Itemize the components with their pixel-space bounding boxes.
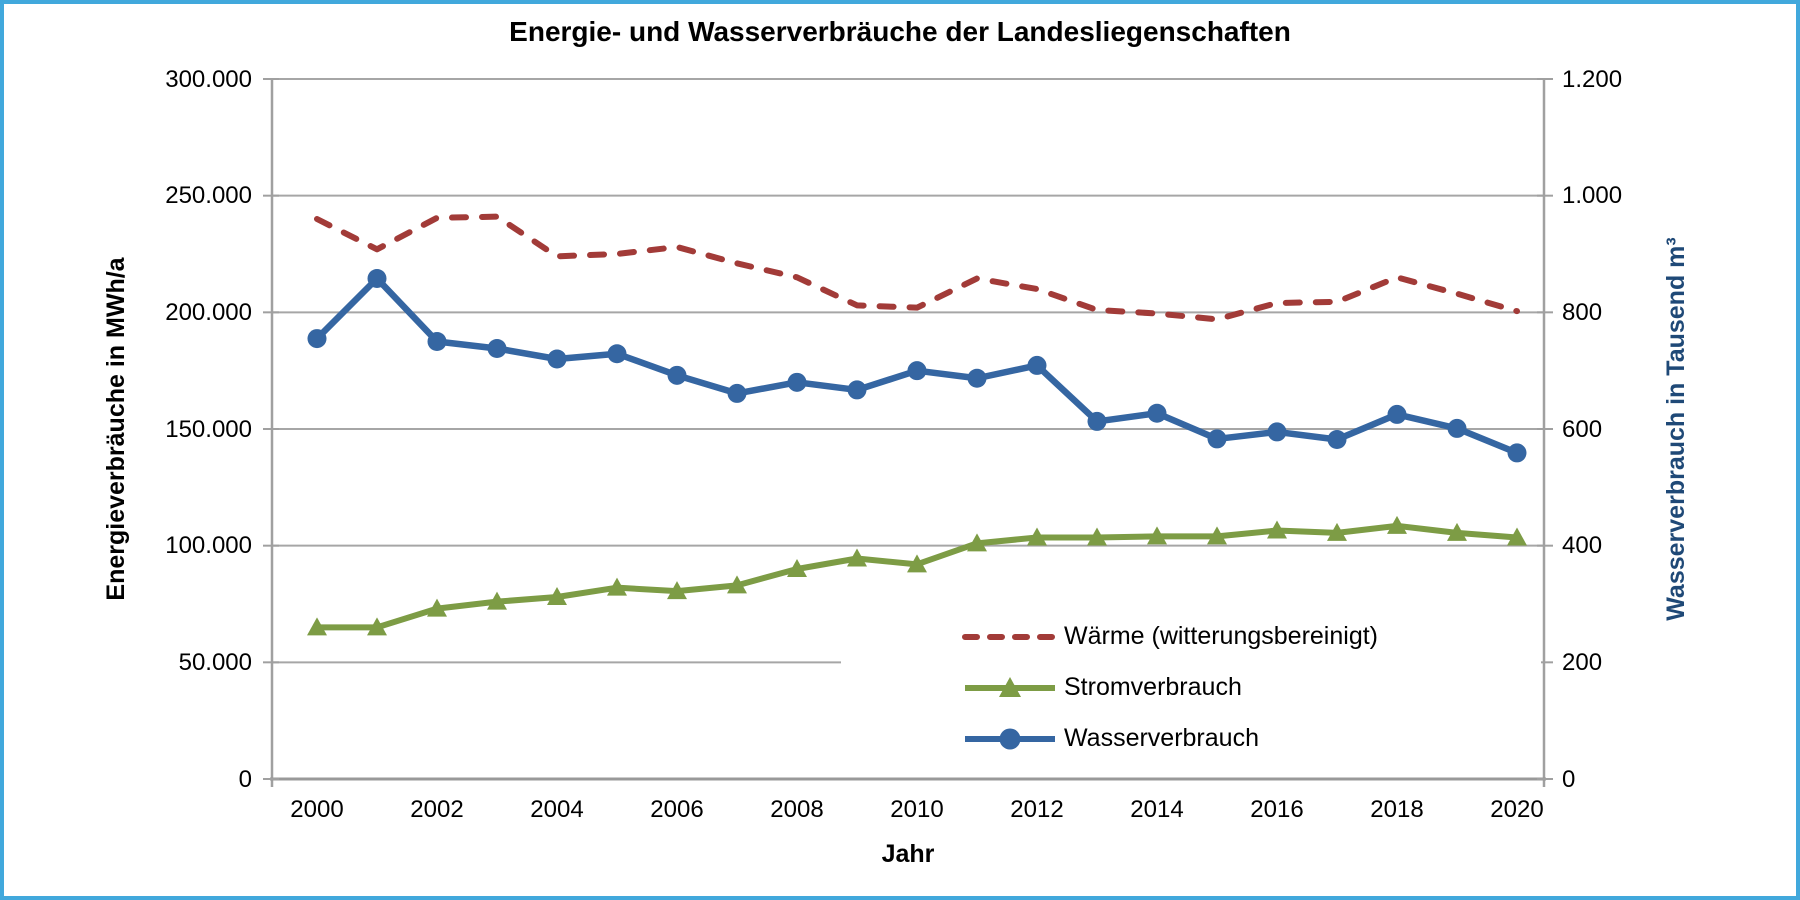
legend-sample-triangle-marker: [999, 677, 1021, 697]
y-right-tick-label: 800: [1562, 298, 1603, 326]
series-wasserverbrauch-marker: [727, 383, 747, 403]
series-stromverbrauch-marker: [307, 617, 327, 636]
series-stromverbrauch-marker: [547, 587, 567, 605]
y-right-tick-label: 0: [1562, 765, 1576, 793]
x-tick-label: 2018: [1370, 796, 1424, 823]
series-stromverbrauch-marker: [1027, 527, 1047, 546]
legend-background: [841, 612, 1541, 774]
x-tick-label: 2012: [1010, 796, 1064, 823]
series-stromverbrauch-marker: [1327, 522, 1347, 541]
legend-label: Wärme (witterungsbereinigt): [1064, 622, 1378, 650]
series-stromverbrauch-marker: [427, 598, 447, 617]
x-tick-label: 2014: [1130, 796, 1184, 823]
series-wasserverbrauch-marker: [1207, 429, 1227, 449]
series-stromverbrauch-marker: [1207, 526, 1227, 545]
y-left-tick-label: 100.000: [165, 532, 252, 560]
series-stromverbrauch-marker: [367, 617, 387, 636]
x-tick-label: 2010: [890, 796, 944, 823]
y-right-tick-label: 1.200: [1562, 65, 1623, 93]
series-wasserverbrauch-marker: [667, 365, 687, 385]
y-left-tick-label: 300.000: [165, 65, 252, 93]
y-left-tick-label: 250.000: [165, 182, 252, 210]
legend-label: Wasserverbrauch: [1064, 724, 1259, 752]
series-wasserverbrauch-marker: [367, 269, 387, 288]
y-left-tick-label: 50.000: [178, 648, 252, 676]
series-wasserverbrauch-marker: [1387, 404, 1407, 424]
series-stromverbrauch-marker: [787, 559, 807, 577]
x-tick-label: 2000: [290, 796, 344, 823]
legend-sample-circle-marker: [999, 728, 1021, 750]
x-tick-label: 2006: [650, 796, 704, 823]
y-right-tick-label: 600: [1562, 415, 1603, 443]
series-wasserverbrauch-marker: [307, 329, 327, 349]
series-stromverbrauch-marker: [1147, 526, 1167, 545]
series-stromverbrauch-marker: [487, 591, 507, 610]
y-right-axis-title: Wasserverbrauch in Tausend m³: [1662, 237, 1690, 621]
y-left-tick-label: 200.000: [165, 298, 252, 326]
series-stromverbrauch-marker: [1267, 520, 1287, 539]
series-stromverbrauch-marker: [1087, 527, 1107, 546]
y-right-tick-label: 200: [1562, 648, 1603, 676]
series-wasserverbrauch-marker: [847, 380, 867, 400]
series-wasserverbrauch-marker: [1027, 355, 1047, 375]
x-tick-label: 2002: [410, 796, 464, 823]
series-stromverbrauch-marker: [907, 554, 927, 573]
y-left-tick-label: 150.000: [165, 415, 252, 443]
series-wasserverbrauch-marker: [1147, 403, 1167, 423]
y-right-tick-label: 1.000: [1562, 182, 1623, 210]
series-wasserverbrauch-marker: [1447, 418, 1467, 438]
series-stromverbrauch-marker: [847, 548, 867, 567]
series-wasserverbrauch-marker: [1327, 430, 1347, 449]
series-wasserverbrauch-marker: [907, 361, 927, 381]
series-stromverbrauch-marker: [1507, 527, 1527, 546]
series-wasserverbrauch-marker: [547, 349, 567, 369]
series-stromverbrauch-marker: [667, 581, 687, 600]
chart-title: Energie- und Wasserverbräuche der Landes…: [509, 16, 1291, 47]
series-wasserverbrauch-marker: [1267, 422, 1287, 442]
series-stromverbrauch-marker: [727, 575, 747, 594]
series-wasserverbrauch-marker: [787, 372, 807, 392]
legend-label: Stromverbrauch: [1064, 673, 1242, 701]
series-stromverbrauch-marker: [1387, 515, 1407, 534]
x-tick-label: 2008: [770, 796, 824, 823]
series-wasserverbrauch-marker: [427, 332, 447, 351]
series-wasserverbrauch-marker: [1087, 411, 1107, 431]
plot-canvas: [263, 78, 1553, 787]
series-wasserverbrauch-marker: [1507, 443, 1527, 463]
series-stromverbrauch-marker: [967, 533, 987, 552]
x-tick-label: 2004: [530, 796, 584, 823]
series-stromverbrauch-marker: [1447, 522, 1467, 541]
y-left-tick-label: 0: [238, 765, 252, 793]
x-axis-title: Jahr: [881, 840, 935, 868]
series-wasserverbrauch-marker: [487, 339, 507, 358]
series-wasserverbrauch-marker: [967, 368, 987, 388]
x-tick-label: 2020: [1490, 796, 1544, 823]
series-wasserverbrauch-marker: [607, 344, 627, 364]
x-tick-label: 2016: [1250, 796, 1304, 823]
series-w-rme-witterungsbereinigt-line: [314, 213, 1520, 323]
series-stromverbrauch-marker: [607, 577, 627, 596]
y-right-tick-label: 400: [1562, 532, 1603, 560]
